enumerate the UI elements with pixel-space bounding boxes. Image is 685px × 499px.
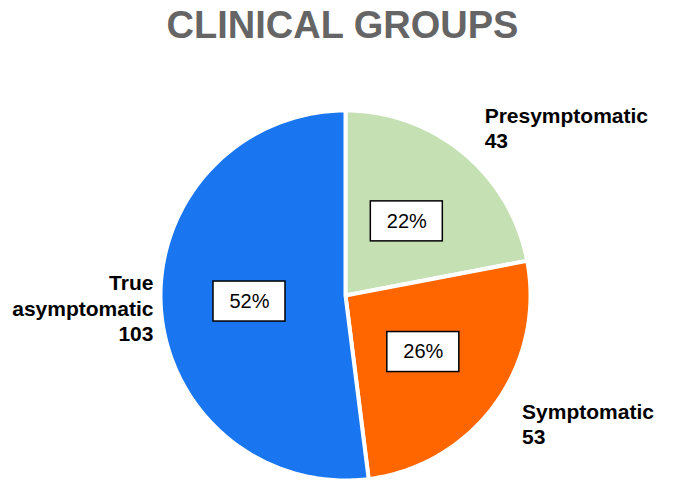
svg-text:26%: 26% — [403, 340, 443, 362]
svg-text:22%: 22% — [387, 210, 427, 232]
svg-text:52%: 52% — [229, 290, 269, 312]
svg-text:Symptomatic53: Symptomatic53 — [522, 400, 654, 448]
svg-text:Trueasymptomatic103: Trueasymptomatic103 — [12, 271, 154, 344]
svg-text:Presymptomatic43: Presymptomatic43 — [485, 104, 649, 152]
html-text:CLINICAL GROUPS: CLINICAL GROUPS — [166, 4, 519, 46]
